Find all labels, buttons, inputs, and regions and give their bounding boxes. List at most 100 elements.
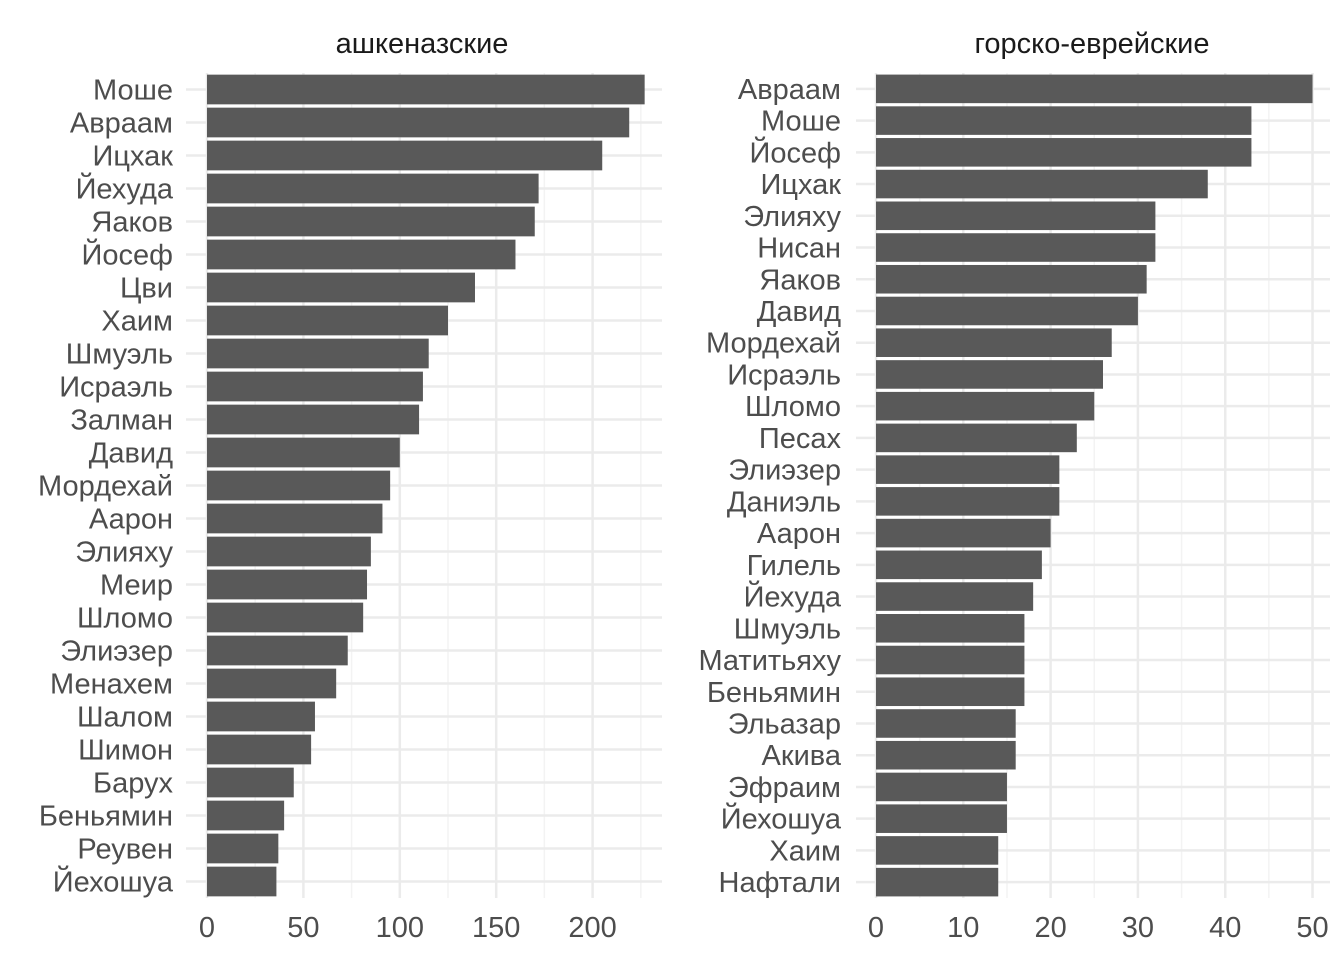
bar-Гилель bbox=[876, 550, 1042, 580]
bar-Барух bbox=[207, 767, 294, 798]
category-label: Шмуэль bbox=[734, 613, 841, 645]
category-label: Яаков bbox=[91, 207, 173, 239]
category-label: Мордехай bbox=[706, 328, 841, 360]
category-label: Даниэль bbox=[727, 486, 841, 518]
bar-Беньямин bbox=[207, 800, 285, 831]
category-label: Авраам bbox=[70, 108, 173, 140]
x-tick-label: 100 bbox=[376, 912, 424, 944]
category-label: Шломо bbox=[745, 391, 841, 423]
bar-Шалом bbox=[207, 701, 315, 732]
bar-Моше bbox=[876, 106, 1252, 135]
category-label: Нисан bbox=[757, 233, 841, 265]
category-label: Нафтали bbox=[719, 867, 842, 899]
bar-Матитьяху bbox=[876, 645, 1025, 675]
bar-Давид bbox=[207, 437, 400, 468]
bar-Меир bbox=[207, 569, 368, 600]
category-label: Исраэль bbox=[727, 359, 841, 391]
bar-Шмуэль bbox=[207, 338, 429, 369]
bar-Реувен bbox=[207, 833, 279, 864]
bar-Аарон bbox=[876, 518, 1051, 548]
bar-Яаков bbox=[207, 206, 535, 237]
x-tick-label: 200 bbox=[568, 912, 616, 944]
bar-Акива bbox=[876, 740, 1016, 770]
bar-Хаим bbox=[207, 305, 448, 336]
bar-Нисан bbox=[876, 233, 1156, 262]
panel-1: МошеАвраамИцхакЙехудаЯаковЙосефЦвиХаимШм… bbox=[38, 28, 662, 944]
category-label: Аарон bbox=[757, 518, 841, 550]
bar-Йехошуа bbox=[876, 804, 1007, 833]
bar-Менахем bbox=[207, 668, 337, 699]
bar-Шломо bbox=[207, 602, 364, 633]
bar-Беньямин bbox=[876, 677, 1025, 707]
category-label: Барух bbox=[93, 768, 173, 800]
category-label: Шалом bbox=[77, 702, 173, 734]
category-label: Матитьяху bbox=[698, 645, 841, 677]
category-label: Аарон bbox=[89, 504, 173, 536]
x-tick-label: 150 bbox=[472, 912, 520, 944]
category-label: Шмуэль bbox=[66, 339, 173, 371]
x-tick-label: 0 bbox=[868, 912, 884, 944]
category-label: Ицхак bbox=[761, 169, 842, 201]
bar-Нафтали bbox=[876, 867, 999, 897]
category-label: Ицхак bbox=[93, 141, 174, 173]
bar-Аарон bbox=[207, 503, 383, 534]
bar-Хаим bbox=[876, 836, 999, 865]
x-tick-label: 10 bbox=[947, 912, 979, 944]
bar-Йехошуа bbox=[207, 866, 277, 897]
bar-Песах bbox=[876, 423, 1077, 453]
category-label: Йехошуа bbox=[721, 802, 842, 836]
category-label: Менахем bbox=[50, 669, 173, 701]
category-label: Давид bbox=[757, 296, 841, 328]
category-label: Йехошуа bbox=[53, 865, 174, 899]
category-label: Исраэль bbox=[59, 372, 173, 404]
x-tick-label: 40 bbox=[1209, 912, 1241, 944]
category-label: Элияху bbox=[75, 537, 173, 569]
category-label: Элияху bbox=[743, 201, 841, 233]
bar-Авраам bbox=[207, 107, 630, 138]
x-tick-label: 50 bbox=[1296, 912, 1328, 944]
bar-Эльазар bbox=[876, 709, 1016, 738]
bar-Ицхак bbox=[876, 169, 1208, 199]
bar-Шломо bbox=[876, 391, 1095, 421]
category-label: Йехуда bbox=[744, 580, 842, 614]
category-label: Элиэзер bbox=[728, 455, 841, 487]
category-label: Йосеф bbox=[82, 238, 173, 272]
bar-Авраам bbox=[876, 74, 1313, 104]
category-label: Мордехай bbox=[38, 471, 173, 503]
category-label: Цви bbox=[120, 273, 173, 305]
category-label: Элиэзер bbox=[60, 636, 173, 668]
bar-Йосеф bbox=[876, 138, 1252, 167]
category-label: Залман bbox=[70, 405, 173, 437]
bar-Исраэль bbox=[876, 360, 1103, 389]
category-label: Шимон bbox=[78, 735, 173, 767]
category-label: Хаим bbox=[769, 835, 841, 867]
category-label: Беньямин bbox=[39, 801, 173, 833]
category-label: Эльазар bbox=[728, 708, 841, 740]
bar-Эфраим bbox=[876, 772, 1007, 802]
category-label: Моше bbox=[761, 106, 841, 138]
bar-Мордехай bbox=[207, 470, 391, 501]
bar-Даниэль bbox=[876, 487, 1060, 516]
x-tick-label: 50 bbox=[287, 912, 319, 944]
bar-Залман bbox=[207, 404, 420, 435]
category-label: Шломо bbox=[77, 603, 173, 635]
category-label: Гилель bbox=[747, 550, 841, 582]
x-tick-label: 30 bbox=[1122, 912, 1154, 944]
panel-2: АвраамМошеЙосефИцхакЭлияхуНисанЯаковДави… bbox=[698, 28, 1330, 944]
category-label: Йосеф bbox=[750, 135, 841, 169]
bar-Элияху bbox=[876, 201, 1156, 231]
category-label: Давид bbox=[89, 438, 173, 470]
bar-Яаков bbox=[876, 264, 1147, 294]
bar-Йосеф bbox=[207, 239, 516, 270]
panel-title: ашкеназские bbox=[336, 28, 509, 60]
x-tick-label: 20 bbox=[1034, 912, 1066, 944]
category-label: Моше bbox=[93, 75, 173, 107]
x-tick-label: 0 bbox=[199, 912, 215, 944]
bar-Исраэль bbox=[207, 371, 423, 402]
bar-Моше bbox=[207, 74, 645, 105]
category-label: Реувен bbox=[77, 834, 173, 866]
category-label: Авраам bbox=[738, 74, 841, 106]
bar-Шимон bbox=[207, 734, 312, 765]
